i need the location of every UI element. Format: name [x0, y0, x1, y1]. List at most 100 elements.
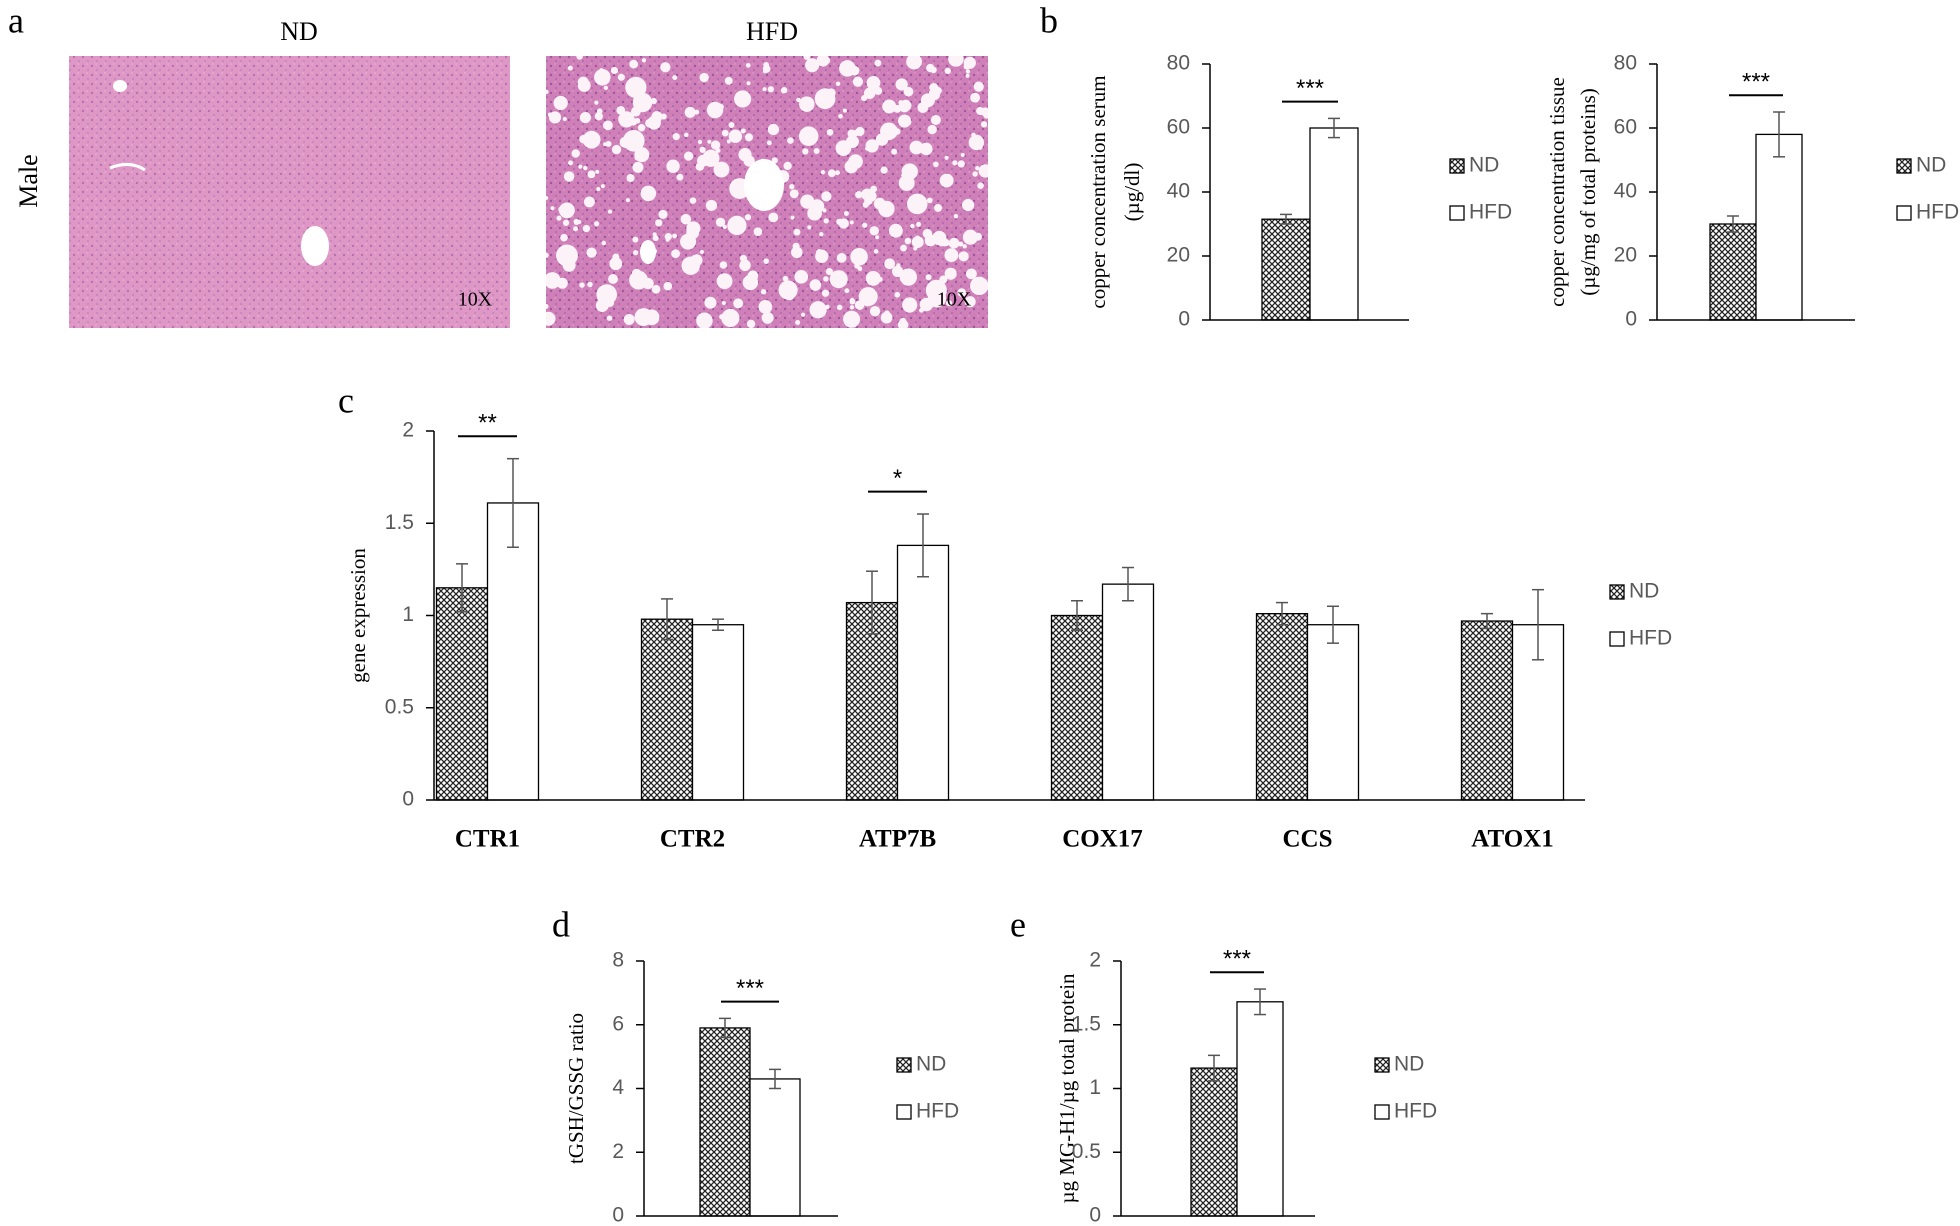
y-tick-label: 0	[1178, 308, 1190, 331]
image-title: HFD	[746, 17, 798, 46]
lipid-droplet	[897, 319, 909, 328]
y-tick-label: 2	[1089, 949, 1101, 972]
bar	[691, 624, 745, 801]
lipid-droplet	[922, 228, 933, 239]
lipid-droplet	[719, 261, 728, 269]
legend-label: ND	[1469, 154, 1499, 177]
legend-label: ND	[916, 1053, 946, 1076]
lipid-droplet	[746, 319, 756, 328]
lipid-droplet	[596, 284, 618, 305]
lipid-droplet	[794, 270, 809, 284]
lipid-droplet	[823, 276, 829, 282]
lipid-droplet	[548, 111, 562, 124]
lipid-droplet	[894, 291, 901, 298]
lipid-droplet	[919, 297, 934, 312]
lipid-droplet	[968, 134, 985, 151]
lipid-droplet	[739, 259, 751, 272]
image-title: ND	[280, 17, 318, 46]
bar	[1755, 133, 1803, 321]
lipid-droplet	[721, 300, 726, 306]
lipid-droplet	[936, 295, 944, 302]
y-axis-label: tGSH/GSSG ratio	[564, 1013, 588, 1164]
lipid-droplet	[964, 296, 976, 308]
lipid-droplet	[689, 197, 697, 204]
lipid-droplet	[855, 126, 865, 137]
lipid-droplet	[787, 137, 794, 144]
magnification: 10X	[458, 289, 493, 311]
lipid-droplet	[925, 274, 932, 281]
lipid-droplet	[948, 237, 960, 249]
lipid-droplet	[546, 303, 549, 309]
lipid-droplet	[617, 73, 625, 81]
panel-label: c	[338, 380, 354, 420]
y-tick-label: 40	[1167, 180, 1190, 203]
lipid-droplet	[869, 306, 881, 317]
lipid-droplet	[906, 193, 928, 215]
lipid-droplet	[587, 281, 593, 288]
lipid-droplet	[546, 195, 549, 201]
lipid-droplet	[962, 244, 967, 249]
bar	[1309, 127, 1359, 321]
vessel	[640, 240, 656, 264]
bar	[640, 618, 694, 801]
lipid-droplet	[809, 301, 827, 319]
lipid-droplet	[822, 208, 827, 213]
lipid-droplet	[573, 226, 579, 232]
legend-swatch	[1449, 205, 1465, 221]
lipid-droplet	[880, 122, 898, 141]
lipid-droplet	[761, 311, 774, 324]
lipid-droplet	[633, 250, 639, 256]
lipid-droplet	[907, 181, 915, 189]
lipid-droplet	[632, 161, 644, 173]
lipid-droplet	[796, 97, 801, 103]
lipid-droplet	[577, 219, 582, 225]
lipid-droplet	[965, 73, 970, 78]
lipid-droplet	[721, 308, 740, 328]
significance-label: ***	[736, 975, 764, 1002]
lipid-droplet	[895, 78, 908, 91]
lipid-droplet	[594, 100, 599, 105]
lipid-droplet	[562, 117, 567, 122]
lipid-droplet	[724, 76, 733, 85]
error-bar	[1254, 988, 1266, 1016]
lipid-droplet	[880, 166, 888, 174]
lipid-droplet	[586, 247, 597, 258]
lipid-droplet	[587, 170, 596, 179]
lipid-droplet	[862, 201, 869, 208]
lipid-droplet	[721, 129, 729, 137]
legend-swatch	[896, 1104, 912, 1120]
lipid-droplet	[546, 272, 561, 289]
lipid-droplet	[944, 155, 949, 160]
lipid-droplet	[820, 170, 826, 175]
error-bar	[1276, 601, 1288, 626]
lipid-droplet	[758, 300, 773, 314]
lipid-droplet	[699, 249, 704, 255]
lipid-droplet	[974, 282, 982, 290]
lipid-droplet	[632, 92, 653, 113]
lipid-droplet	[805, 58, 820, 73]
lipid-droplet	[880, 311, 893, 324]
lipid-droplet	[798, 96, 815, 112]
legend-label: ND	[1394, 1053, 1424, 1076]
lipid-droplet	[767, 123, 780, 136]
lipid-droplet	[594, 221, 600, 227]
lipid-droplet	[919, 142, 933, 156]
lipid-droplet	[546, 311, 556, 326]
x-tick-label: CCS	[1282, 826, 1332, 853]
lipid-droplet	[790, 215, 795, 220]
lipid-droplet	[611, 144, 622, 155]
lipid-droplet	[877, 276, 883, 282]
lipid-droplet	[640, 185, 657, 202]
legend-swatch	[1449, 158, 1465, 174]
lipid-droplet	[965, 69, 971, 74]
lipid-droplet	[898, 100, 911, 113]
lipid-droplet	[910, 223, 915, 229]
lipid-droplet	[882, 99, 897, 114]
x-tick-label: CTR2	[660, 826, 725, 853]
lipid-droplet	[791, 246, 803, 259]
x-tick-label: ATOX1	[1471, 826, 1553, 853]
lipid-droplet	[606, 315, 613, 321]
lipid-droplet	[951, 57, 960, 66]
lipid-droplet	[702, 149, 720, 167]
lipid-droplet	[930, 66, 937, 74]
